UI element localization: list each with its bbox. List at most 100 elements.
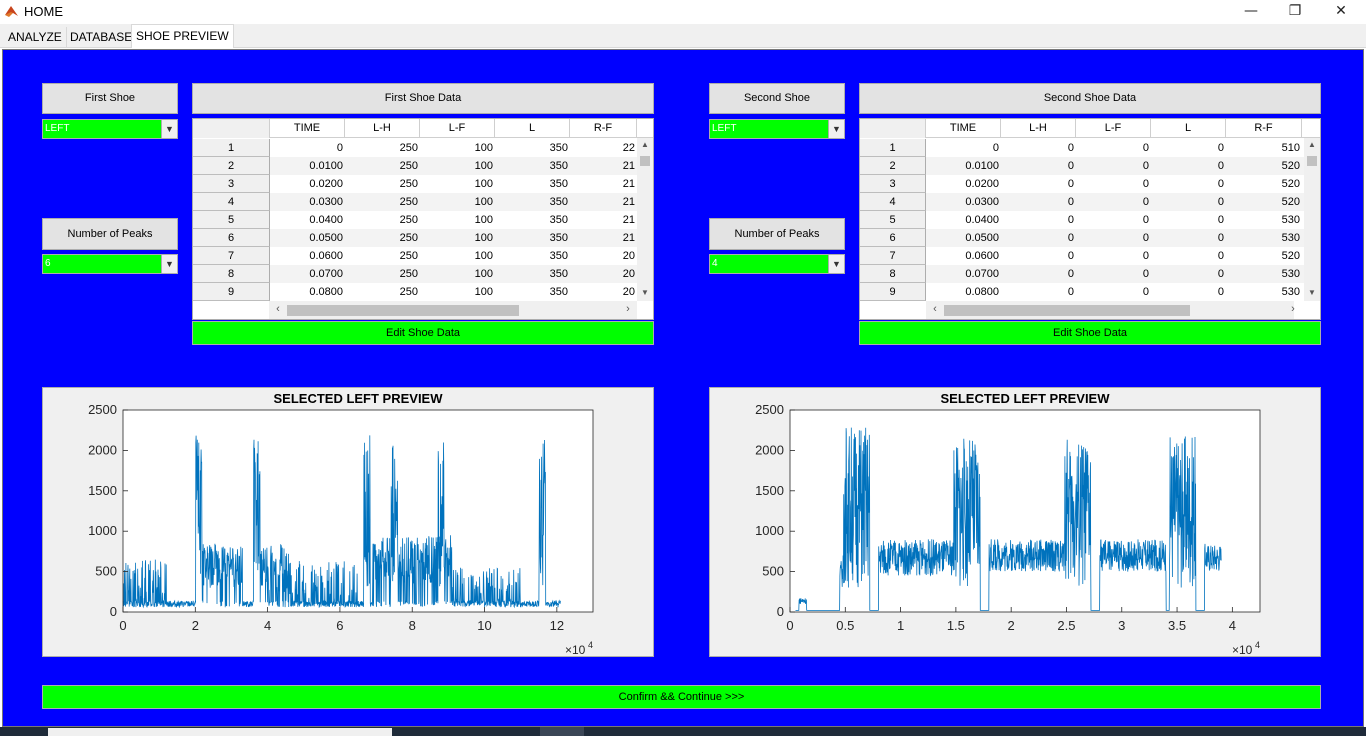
first-peaks-select[interactable]: 6 ▼ (42, 254, 178, 274)
scroll-down-icon[interactable]: ▼ (641, 288, 649, 297)
table-cell[interactable]: 0 (1217, 196, 1224, 208)
table-cell[interactable]: 0.0500 (965, 232, 999, 244)
table-row[interactable]: 5 0.0400 0 0 0 530 (860, 211, 1304, 229)
horizontal-scrollbar[interactable]: ‹ › (926, 301, 1295, 319)
table-cell[interactable]: 0 (1142, 142, 1149, 154)
horizontal-scrollbar[interactable]: ‹ › (269, 301, 637, 319)
column-header[interactable]: L-F (420, 119, 495, 138)
table-cell[interactable]: 520 (1281, 160, 1300, 172)
first-shoe-select[interactable]: LEFT ▼ (42, 119, 178, 139)
table-cell[interactable]: 530 (1281, 214, 1300, 226)
table-row[interactable]: 7 0.0600 250 100 350 20 (193, 247, 637, 265)
table-cell[interactable]: 250 (399, 250, 418, 262)
scroll-thumb[interactable] (287, 305, 519, 316)
table-cell[interactable]: 0.0800 (965, 286, 999, 298)
column-header[interactable]: L-H (1001, 119, 1076, 138)
table-cell[interactable]: 250 (399, 286, 418, 298)
tab-shoe-preview[interactable]: SHOE PREVIEW (131, 24, 234, 48)
table-cell[interactable]: 0 (1142, 250, 1149, 262)
table-cell[interactable]: 0 (1217, 214, 1224, 226)
table-cell[interactable]: 250 (399, 214, 418, 226)
chevron-down-icon[interactable]: ▼ (161, 255, 177, 273)
chevron-down-icon[interactable]: ▼ (828, 255, 844, 273)
table-row[interactable]: 9 0.0800 250 100 350 20 (193, 283, 637, 301)
table-cell[interactable]: 0 (1217, 268, 1224, 280)
table-cell[interactable]: 520 (1281, 178, 1300, 190)
table-cell[interactable]: 0 (1067, 250, 1074, 262)
table-cell[interactable]: 250 (399, 196, 418, 208)
tab-analyze[interactable]: ANALYZE (4, 27, 67, 48)
table-cell[interactable]: 0.0700 (965, 268, 999, 280)
table-cell[interactable]: 250 (399, 232, 418, 244)
taskbar-search[interactable] (48, 728, 392, 736)
table-cell[interactable]: 350 (549, 250, 568, 262)
table-cell[interactable]: 0.0100 (965, 160, 999, 172)
table-cell[interactable]: 0.0200 (965, 178, 999, 190)
table-cell[interactable]: 350 (549, 160, 568, 172)
table-row[interactable]: 2 0.0100 250 100 350 21 (193, 157, 637, 175)
taskbar-app[interactable] (540, 727, 584, 736)
scroll-up-icon[interactable]: ▲ (641, 140, 649, 149)
table-cell[interactable]: 0.0500 (309, 232, 343, 244)
table-cell[interactable]: 0 (1067, 142, 1074, 154)
table-cell[interactable]: 0.0300 (965, 196, 999, 208)
table-cell[interactable]: 0 (1067, 214, 1074, 226)
table-row[interactable]: 7 0.0600 0 0 0 520 (860, 247, 1304, 265)
first-shoe-table[interactable]: TIME L-H L-F L R-F 1 0 250 100 350 22 2 0.0100 2… (192, 118, 654, 320)
table-cell[interactable]: 350 (549, 142, 568, 154)
table-cell[interactable]: 0 (1067, 286, 1074, 298)
table-cell[interactable]: 0.0600 (309, 250, 343, 262)
table-cell[interactable]: 0 (1217, 250, 1224, 262)
table-cell[interactable]: 0.0100 (309, 160, 343, 172)
column-header[interactable]: L (1151, 119, 1226, 138)
table-cell[interactable]: 21 (622, 178, 635, 190)
column-header[interactable]: L-F (1076, 119, 1151, 138)
restore-icon[interactable]: ❐ (1288, 3, 1302, 19)
table-cell[interactable]: 0 (336, 142, 343, 154)
table-cell[interactable]: 21 (622, 196, 635, 208)
scroll-thumb[interactable] (1307, 156, 1317, 166)
table-cell[interactable]: 530 (1281, 286, 1300, 298)
table-cell[interactable]: 0 (1217, 232, 1224, 244)
table-cell[interactable]: 0 (1142, 232, 1149, 244)
table-cell[interactable]: 510 (1281, 142, 1300, 154)
table-cell[interactable]: 0 (1142, 160, 1149, 172)
table-cell[interactable]: 21 (622, 160, 635, 172)
table-cell[interactable]: 0 (1217, 178, 1224, 190)
table-cell[interactable]: 0 (1067, 232, 1074, 244)
table-cell[interactable]: 0 (1067, 178, 1074, 190)
table-cell[interactable]: 0.0300 (309, 196, 343, 208)
vertical-scrollbar[interactable]: ▲ ▼ (1304, 138, 1320, 301)
table-cell[interactable]: 0.0400 (309, 214, 343, 226)
scroll-down-icon[interactable]: ▼ (1308, 288, 1316, 297)
table-cell[interactable]: 250 (399, 160, 418, 172)
table-cell[interactable]: 0 (1142, 286, 1149, 298)
table-row[interactable]: 1 0 0 0 0 510 (860, 139, 1304, 157)
column-header[interactable]: L-H (345, 119, 420, 138)
table-cell[interactable]: 100 (474, 250, 493, 262)
table-cell[interactable]: 0.0600 (965, 250, 999, 262)
table-row[interactable]: 6 0.0500 250 100 350 21 (193, 229, 637, 247)
table-row[interactable]: 3 0.0200 0 0 0 520 (860, 175, 1304, 193)
column-header[interactable]: L (495, 119, 570, 138)
table-cell[interactable]: 0.0700 (309, 268, 343, 280)
table-cell[interactable]: 0 (1142, 214, 1149, 226)
table-cell[interactable]: 100 (474, 178, 493, 190)
table-cell[interactable]: 100 (474, 232, 493, 244)
table-cell[interactable]: 250 (399, 268, 418, 280)
second-peaks-select[interactable]: 4 ▼ (709, 254, 845, 274)
tab-database[interactable]: DATABASE (66, 27, 138, 48)
table-cell[interactable]: 100 (474, 142, 493, 154)
edit-first-shoe-button[interactable]: Edit Shoe Data (192, 321, 654, 345)
edit-second-shoe-button[interactable]: Edit Shoe Data (859, 321, 1321, 345)
column-header[interactable]: TIME (270, 119, 345, 138)
table-cell[interactable]: 20 (622, 268, 635, 280)
table-row[interactable]: 9 0.0800 0 0 0 530 (860, 283, 1304, 301)
table-cell[interactable]: 100 (474, 196, 493, 208)
second-shoe-select[interactable]: LEFT ▼ (709, 119, 845, 139)
table-cell[interactable]: 520 (1281, 250, 1300, 262)
confirm-continue-button[interactable]: Confirm && Continue >>> (42, 685, 1321, 709)
table-cell[interactable]: 530 (1281, 232, 1300, 244)
table-cell[interactable]: 530 (1281, 268, 1300, 280)
table-cell[interactable]: 100 (474, 214, 493, 226)
